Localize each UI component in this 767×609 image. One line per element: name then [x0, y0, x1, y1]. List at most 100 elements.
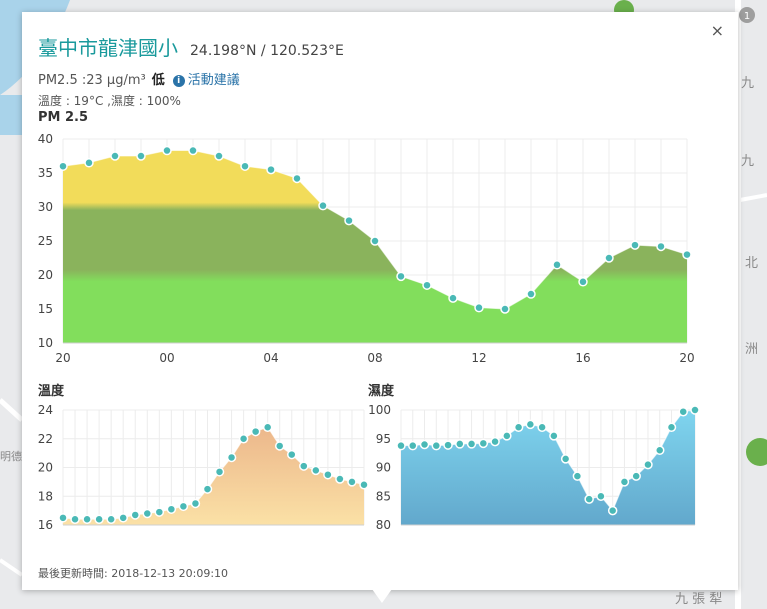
data-point — [549, 431, 559, 441]
data-point — [604, 253, 614, 263]
pm25-value: PM2.5 :23 μg/m³ — [38, 73, 146, 88]
data-point — [631, 471, 641, 481]
weather-summary: 溫度 : 19°C ,濕度 : 100% — [38, 94, 181, 108]
data-point — [578, 277, 588, 287]
data-point — [266, 164, 276, 175]
coordinates: 24.198°N / 120.523°E — [190, 43, 344, 59]
map-label: 明德 — [0, 450, 22, 463]
last-updated-label: 最後更新時間: — [38, 567, 108, 580]
info-popup: × 臺中市龍津國小 24.198°N / 120.523°E PM2.5 :23 … — [22, 12, 738, 590]
data-point — [110, 151, 120, 161]
temperature-chart[interactable]: 16 18 20 22 24 — [22, 12, 738, 590]
data-point — [422, 280, 432, 290]
map-label: 洲 — [745, 342, 759, 357]
map-label: 九 張 犁 — [675, 592, 723, 607]
data-point — [474, 302, 484, 313]
y-tick-label: 24 — [38, 403, 53, 417]
data-point — [335, 474, 345, 484]
y-tick-label: 100 — [368, 403, 391, 417]
y-tick-label: 80 — [376, 518, 391, 532]
data-point — [262, 422, 273, 432]
data-point — [214, 151, 224, 161]
y-tick-label: 22 — [38, 432, 53, 446]
data-point — [419, 439, 430, 450]
data-point — [154, 507, 165, 517]
data-point — [82, 514, 92, 524]
data-point — [630, 240, 640, 250]
data-point — [299, 461, 309, 471]
map-badge[interactable] — [739, 7, 755, 23]
popup-header: 臺中市龍津國小 24.198°N / 120.523°E — [38, 32, 344, 61]
y-tick-label: 10 — [38, 336, 53, 350]
road-2 — [0, 398, 24, 422]
pm25-summary: PM2.5 :23 μg/m³ 低 i 活動建議 — [38, 69, 240, 88]
data-point — [214, 467, 225, 477]
x-tick-label: 20 — [55, 351, 70, 365]
data-point — [344, 215, 354, 226]
data-point — [106, 514, 116, 524]
data-point — [58, 513, 68, 523]
data-point — [478, 438, 489, 449]
y-tick-label: 30 — [38, 200, 53, 214]
data-point — [526, 289, 536, 299]
chart-area — [401, 410, 695, 525]
map-label: 九 — [741, 154, 755, 169]
data-point — [466, 439, 477, 449]
data-point — [359, 480, 369, 490]
data-point — [690, 405, 700, 415]
data-point — [525, 419, 536, 430]
data-point — [318, 200, 328, 211]
data-point — [443, 440, 453, 450]
y-tick-label: 90 — [376, 461, 391, 475]
data-point — [513, 422, 524, 432]
data-point — [347, 477, 357, 487]
data-point — [408, 440, 418, 451]
pm25-chart[interactable]: 10 15 20 25 30 35 40 20 00 04 08 12 16 20 — [22, 12, 738, 590]
data-point — [84, 158, 94, 168]
road-4 — [0, 558, 24, 577]
data-point — [323, 469, 333, 480]
data-point — [166, 504, 177, 514]
data-point — [654, 445, 665, 455]
data-point — [666, 422, 677, 432]
data-point — [142, 508, 153, 519]
data-point — [162, 145, 172, 156]
x-tick-label: 20 — [679, 351, 694, 365]
x-tick-label: 16 — [575, 351, 590, 365]
last-updated-time: 2018-12-13 20:09:10 — [111, 567, 229, 580]
pm25-chart-title: PM 2.5 — [38, 110, 89, 125]
data-point — [656, 241, 666, 252]
x-tick-label: 00 — [159, 351, 174, 365]
humidity-chart[interactable]: 80 85 90 95 100 — [22, 12, 738, 590]
x-tick-label: 12 — [471, 351, 486, 365]
x-tick-label: 04 — [263, 351, 278, 365]
activity-advice-link[interactable]: i 活動建議 — [172, 73, 240, 88]
data-point — [58, 161, 68, 171]
data-point — [396, 440, 406, 451]
data-point — [572, 471, 583, 481]
x-tick-label: 08 — [367, 351, 382, 365]
data-point — [226, 452, 237, 463]
y-tick-label: 15 — [38, 302, 53, 316]
data-point — [130, 510, 140, 520]
data-point — [396, 271, 406, 282]
y-tick-label: 85 — [376, 489, 391, 503]
data-point — [537, 422, 547, 432]
y-tick-label: 20 — [38, 461, 53, 475]
data-point — [552, 260, 562, 270]
data-point — [584, 494, 594, 504]
y-tick-label: 20 — [38, 268, 53, 282]
data-point — [136, 151, 146, 161]
close-button[interactable]: × — [710, 21, 724, 40]
data-point — [240, 161, 250, 171]
y-tick-label: 35 — [38, 166, 53, 180]
data-point — [70, 514, 80, 524]
data-point — [274, 441, 285, 451]
map-marker[interactable] — [746, 438, 767, 466]
temperature-chart-title: 溫度 — [38, 384, 65, 399]
data-point — [311, 465, 321, 476]
station-name: 臺中市龍津國小 — [38, 36, 178, 60]
info-icon: i — [172, 75, 185, 87]
data-point — [678, 406, 688, 417]
y-tick-label: 16 — [38, 518, 53, 532]
